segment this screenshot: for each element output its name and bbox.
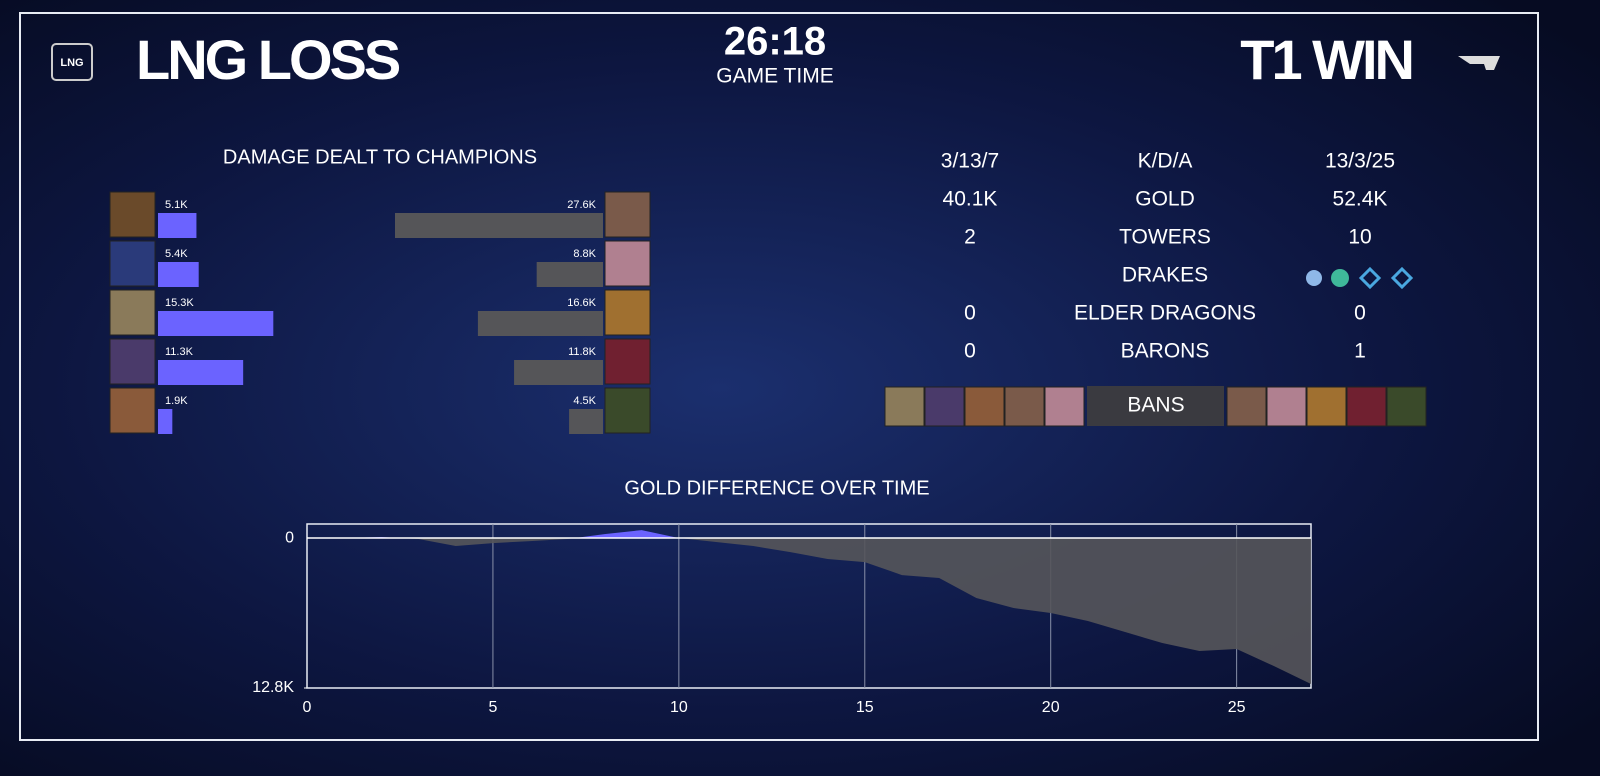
damage-bar — [395, 213, 603, 238]
champion-portrait — [604, 387, 651, 434]
champion-portrait — [604, 289, 651, 336]
champion-portrait — [1266, 386, 1307, 427]
damage-label: 11.8K — [568, 346, 597, 358]
stat-right: 1 — [1354, 340, 1366, 363]
stat-left: 2 — [964, 226, 976, 249]
damage-label: 16.6K — [567, 297, 596, 309]
damage-label: 1.9K — [165, 395, 188, 407]
champion-portrait — [1386, 386, 1427, 427]
stat-label: BARONS — [1121, 340, 1210, 363]
champion-portrait — [109, 289, 156, 336]
damage-bar — [158, 262, 199, 287]
ban-portraits — [884, 386, 1427, 427]
damage-title: DAMAGE DEALT TO CHAMPIONS — [223, 146, 537, 168]
damage-bar — [158, 360, 244, 385]
damage-bar — [158, 409, 173, 434]
x-tick-label: 5 — [488, 699, 497, 716]
champion-portrait — [1346, 386, 1387, 427]
damage-label: 4.5K — [573, 395, 596, 407]
damage-bars: 5.1K 5.4K 15.3K 11.3K 1.9K 27.6K 8.8K 16.6K 11.8… — [109, 191, 651, 434]
damage-bar — [158, 213, 197, 238]
stat-label: TOWERS — [1119, 226, 1211, 249]
stat-right: 0 — [1354, 302, 1366, 325]
gold-title: GOLD DIFFERENCE OVER TIME — [624, 477, 929, 499]
stat-left: 0 — [964, 302, 976, 325]
stat-label: ELDER DRAGONS — [1074, 302, 1256, 325]
champion-portrait — [604, 240, 651, 287]
damage-label: 8.8K — [573, 248, 596, 260]
damage-bar — [536, 262, 603, 287]
y-tick-label: 0 — [285, 529, 294, 546]
x-tick-label: 15 — [856, 699, 874, 716]
lng-logo: LNG — [51, 43, 93, 81]
game-time: 26:18 — [724, 20, 826, 64]
svg-text:LNG: LNG — [60, 57, 83, 69]
champion-portrait — [924, 386, 965, 427]
left-team-result: LNG LOSS — [136, 28, 400, 91]
x-tick-label: 10 — [670, 699, 688, 716]
champion-portrait — [1226, 386, 1267, 427]
damage-label: 5.1K — [165, 199, 188, 211]
champion-portrait — [604, 191, 651, 238]
x-tick-label: 20 — [1042, 699, 1060, 716]
bans-label: BANS — [1127, 394, 1184, 417]
stat-left: 0 — [964, 340, 976, 363]
champion-portrait — [109, 387, 156, 434]
champion-portrait — [1004, 386, 1045, 427]
champion-portrait — [109, 191, 156, 238]
stats-table: K/D/A 3/13/7 13/3/25 GOLD 40.1K 52.4K TOWERS 2 1… — [941, 150, 1395, 363]
champion-portrait — [109, 240, 156, 287]
stat-right: 13/3/25 — [1325, 150, 1395, 173]
damage-label: 15.3K — [165, 297, 194, 309]
champion-portrait — [1044, 386, 1085, 427]
champion-portrait — [1306, 386, 1347, 427]
stat-right: 52.4K — [1333, 188, 1388, 211]
damage-label: 27.6K — [567, 199, 596, 211]
x-tick-label: 0 — [303, 699, 312, 716]
champion-portrait — [964, 386, 1005, 427]
stat-right: 10 — [1348, 226, 1371, 249]
drake-icons — [1306, 266, 1414, 290]
t1-logo — [1458, 56, 1500, 70]
bans-box — [1087, 386, 1224, 426]
y-tick-label: 12.8K — [252, 679, 294, 696]
champion-portrait — [109, 338, 156, 385]
stat-left: 40.1K — [943, 188, 998, 211]
damage-bar — [514, 360, 603, 385]
damage-bar — [569, 409, 603, 434]
damage-label: 11.3K — [165, 346, 194, 358]
champion-portrait — [604, 338, 651, 385]
damage-bar — [158, 311, 274, 336]
damage-label: 5.4K — [165, 248, 188, 260]
damage-bar — [477, 311, 603, 336]
champion-portrait — [884, 386, 925, 427]
stat-label: GOLD — [1135, 188, 1195, 211]
right-team-result: T1 WIN — [1240, 28, 1412, 91]
gold-area-negative — [307, 538, 1311, 685]
stat-label: DRAKES — [1122, 264, 1208, 287]
game-time-label: GAME TIME — [716, 65, 833, 88]
x-tick-label: 25 — [1228, 699, 1246, 716]
stat-left: 3/13/7 — [941, 150, 999, 173]
gold-area-positive — [346, 530, 679, 538]
gold-chart: 0 5 10 15 20 25 0 12.8K — [252, 523, 1312, 716]
stat-label: K/D/A — [1138, 150, 1193, 173]
frame — [19, 12, 1539, 741]
